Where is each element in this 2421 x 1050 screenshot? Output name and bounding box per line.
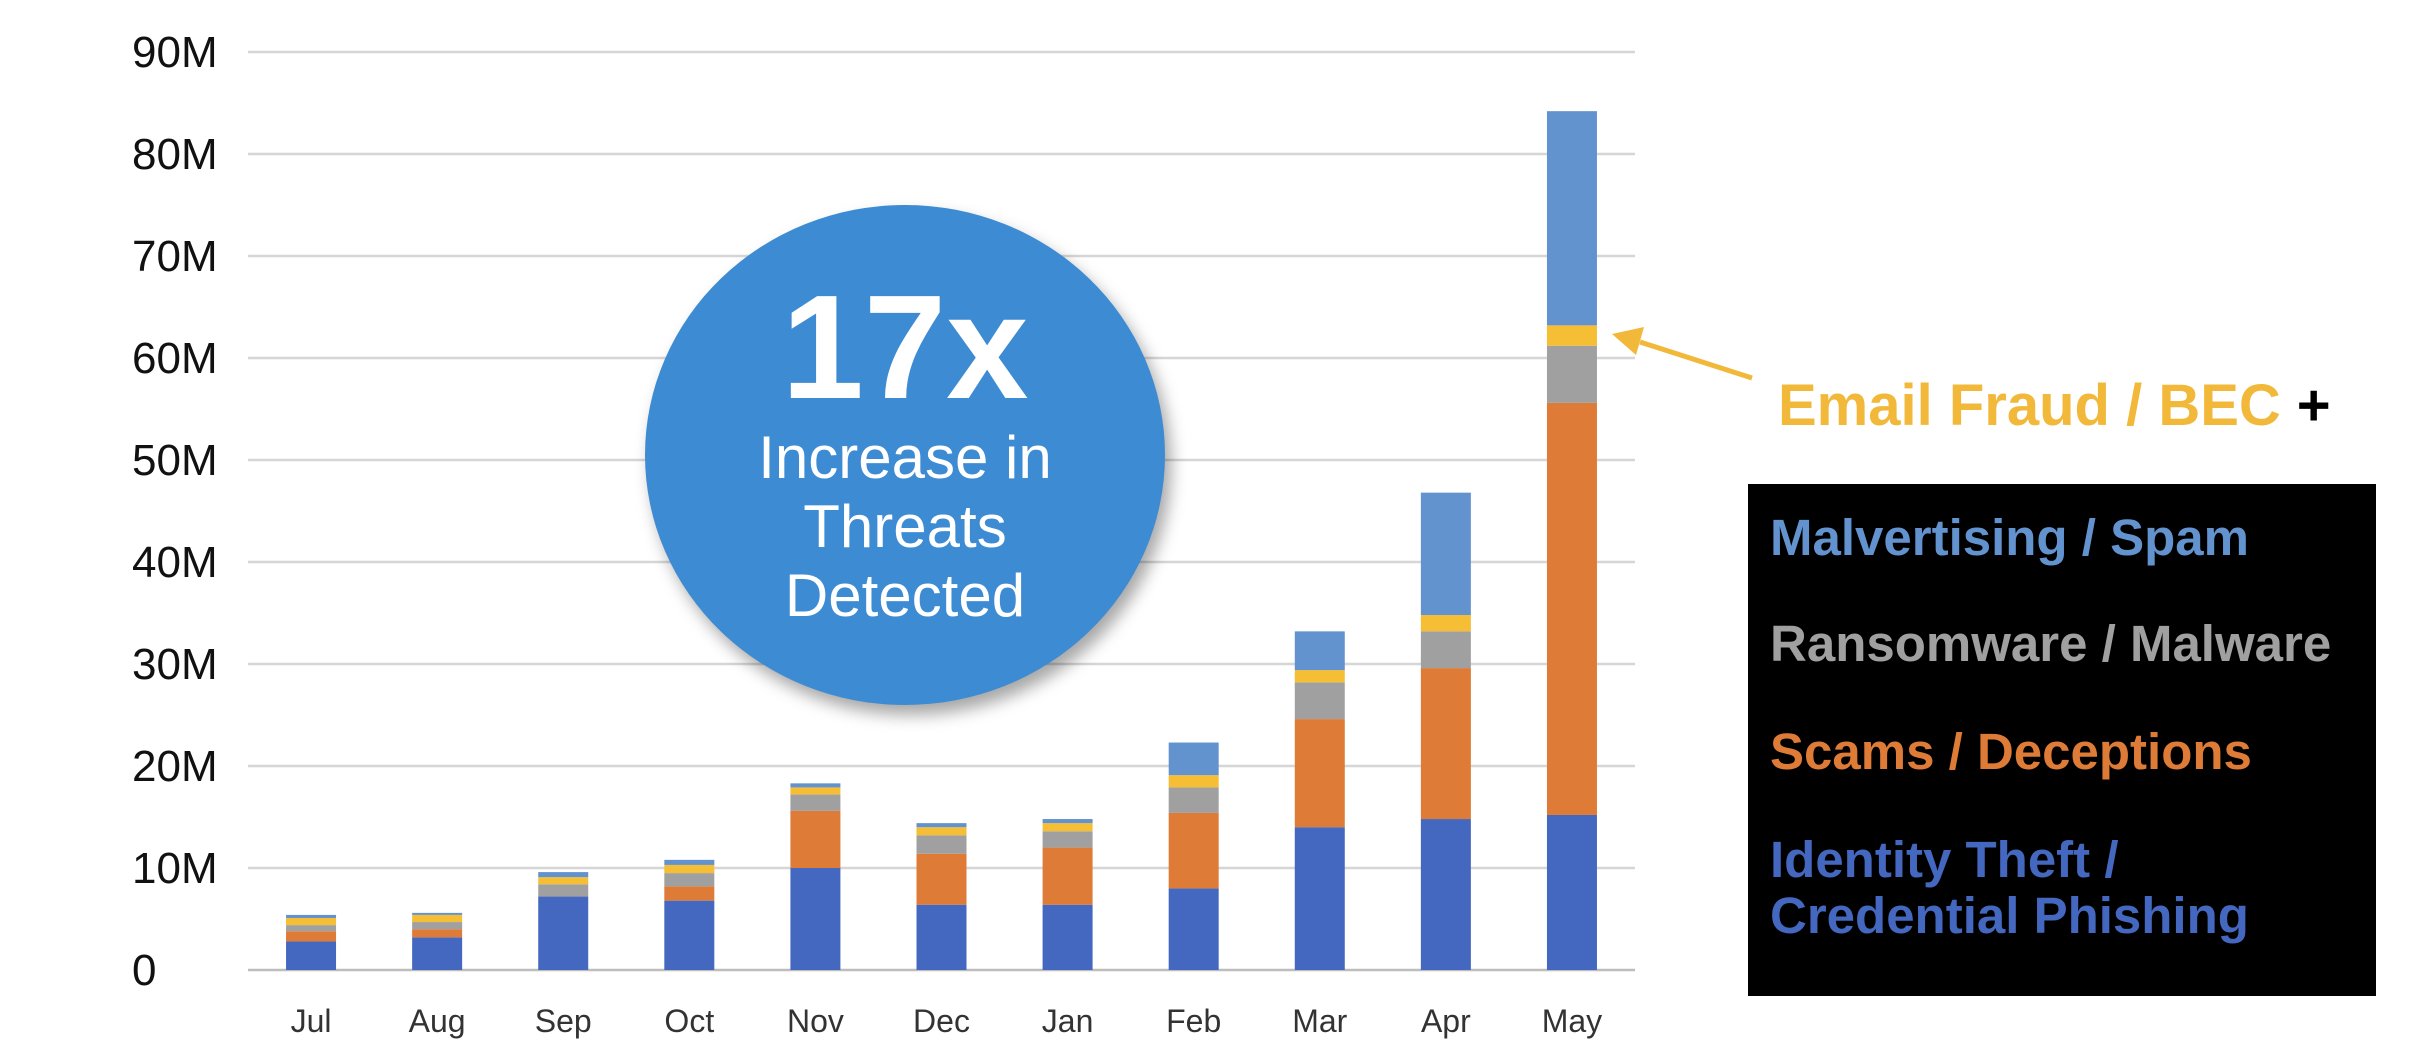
legend-item-credential-phishing: Credential Phishing bbox=[1770, 887, 2249, 944]
callout-arrowhead bbox=[1612, 327, 1644, 355]
bar-segment bbox=[1420, 492, 1471, 616]
bar-segment bbox=[286, 941, 337, 970]
y-axis-tick-labels: 0 10M 20M 30M 40M 50M 60M 70M 80M 90M bbox=[132, 28, 218, 995]
bar-segment bbox=[286, 917, 337, 926]
bar-segment bbox=[412, 922, 463, 930]
x-tick-label: Nov bbox=[787, 1003, 844, 1039]
bar-segment bbox=[916, 904, 967, 970]
bar-segment bbox=[1420, 819, 1471, 970]
x-tick-label: Oct bbox=[664, 1003, 714, 1039]
bar-segment bbox=[1294, 670, 1345, 683]
bar-segment bbox=[412, 929, 463, 938]
bar-segment bbox=[1294, 631, 1345, 671]
bar-segment bbox=[1420, 668, 1471, 820]
bar-segment bbox=[1042, 904, 1093, 970]
bar-segment bbox=[1042, 823, 1093, 832]
legend-item-ransomware-malware: Ransomware / Malware bbox=[1770, 615, 2332, 672]
y-tick-label: 50M bbox=[132, 436, 218, 485]
bar-segment bbox=[538, 884, 589, 897]
bar-segment bbox=[1294, 719, 1345, 828]
bar-segment bbox=[1168, 742, 1219, 776]
bar-segment bbox=[412, 914, 463, 923]
bar-segment bbox=[1168, 812, 1219, 889]
bar-segment bbox=[916, 827, 967, 836]
bar-segment bbox=[1546, 111, 1597, 326]
y-tick-label: 80M bbox=[132, 130, 218, 179]
bar-segment bbox=[1294, 827, 1345, 970]
x-tick-label: Feb bbox=[1166, 1003, 1221, 1039]
y-tick-label: 60M bbox=[132, 334, 218, 383]
x-tick-label: Jul bbox=[291, 1003, 332, 1039]
increase-multiplier: 17x bbox=[781, 265, 1029, 430]
bar-segment bbox=[1420, 631, 1471, 669]
bar-segment bbox=[1042, 819, 1093, 824]
y-tick-label: 0 bbox=[132, 946, 156, 995]
y-tick-label: 20M bbox=[132, 742, 218, 791]
bar-segment bbox=[1420, 615, 1471, 632]
x-tick-label: Dec bbox=[913, 1003, 970, 1039]
bar-segment bbox=[1042, 847, 1093, 905]
bar-segment bbox=[790, 794, 841, 811]
bar-segment bbox=[1546, 325, 1597, 346]
badge-caption-line-2: Threats bbox=[803, 493, 1007, 560]
plus-sign: + bbox=[2296, 373, 2331, 438]
y-tick-label: 90M bbox=[132, 28, 218, 77]
bar-segment bbox=[1042, 831, 1093, 848]
bar-segment bbox=[916, 835, 967, 854]
bar-segment bbox=[538, 872, 589, 878]
x-tick-label: Aug bbox=[409, 1003, 466, 1039]
bar-segment bbox=[664, 900, 715, 970]
badge-caption-line-1: Increase in bbox=[758, 424, 1052, 491]
bar-segment bbox=[412, 937, 463, 970]
bar-segment bbox=[538, 877, 589, 885]
bar-segment bbox=[538, 896, 589, 970]
bar-segment bbox=[286, 931, 337, 942]
badge-caption: Increase in Threats Detected bbox=[685, 423, 1125, 630]
y-tick-label: 40M bbox=[132, 538, 218, 587]
x-tick-label: Apr bbox=[1421, 1003, 1471, 1039]
legend-item-malvertising-spam: Malvertising / Spam bbox=[1770, 509, 2249, 566]
threat-increase-badge: 17x Increase in Threats Detected bbox=[645, 205, 1165, 705]
y-tick-label: 70M bbox=[132, 232, 218, 281]
bar-segment bbox=[1168, 775, 1219, 788]
bar-segment bbox=[1546, 814, 1597, 970]
bar-segment bbox=[916, 853, 967, 905]
bar-segment bbox=[790, 787, 841, 795]
bar-segment bbox=[790, 868, 841, 970]
x-axis-tick-labels: Jul Aug Sep Oct Nov Dec Jan Feb Mar Apr May bbox=[291, 1003, 1603, 1039]
bar-segment bbox=[1168, 888, 1219, 970]
bar-segment bbox=[790, 810, 841, 868]
email-fraud-callout: Email Fraud / BEC + bbox=[1778, 372, 2331, 439]
bar-segment bbox=[286, 925, 337, 932]
x-tick-label: Mar bbox=[1292, 1003, 1347, 1039]
bar-segment bbox=[916, 823, 967, 828]
bar-segment bbox=[1546, 345, 1597, 403]
bar-segment bbox=[1168, 787, 1219, 813]
bar-segment bbox=[1546, 402, 1597, 815]
y-tick-label: 30M bbox=[132, 640, 218, 689]
legend-item-scams-deceptions: Scams / Deceptions bbox=[1770, 723, 2252, 780]
callout-arrow bbox=[1639, 339, 1753, 381]
email-fraud-callout-label: Email Fraud / BEC bbox=[1778, 373, 2281, 438]
bar-segment bbox=[286, 914, 337, 918]
bars bbox=[286, 111, 1597, 970]
bar-segment bbox=[790, 783, 841, 788]
y-tick-label: 10M bbox=[132, 844, 218, 893]
bar-segment bbox=[664, 859, 715, 865]
x-tick-label: Sep bbox=[535, 1003, 592, 1039]
x-tick-label: May bbox=[1542, 1003, 1602, 1039]
bar-segment bbox=[412, 912, 463, 915]
legend: Malvertising / Spam Ransomware / Malware… bbox=[1748, 484, 2376, 996]
badge-caption-line-3: Detected bbox=[784, 562, 1026, 629]
legend-item-identity-theft: Identity Theft / bbox=[1770, 831, 2119, 888]
bar-segment bbox=[664, 886, 715, 901]
bar-segment bbox=[664, 873, 715, 887]
bar-segment bbox=[1294, 682, 1345, 720]
x-tick-label: Jan bbox=[1042, 1003, 1094, 1039]
bar-segment bbox=[664, 864, 715, 874]
